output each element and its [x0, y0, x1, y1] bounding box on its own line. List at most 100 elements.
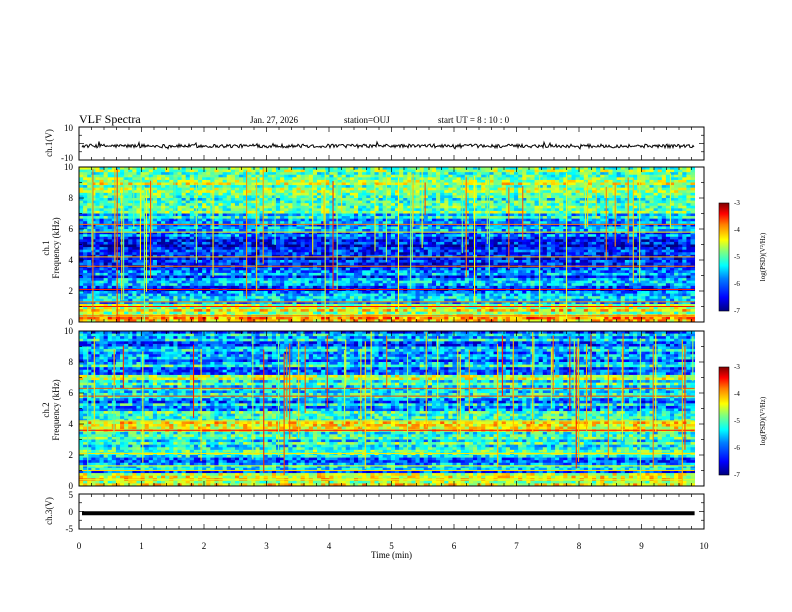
- spectrogram-cell: [99, 210, 105, 214]
- spectrogram-cell: [177, 241, 182, 245]
- spectrogram-cell: [395, 172, 400, 176]
- spectrogram-cell: [263, 177, 269, 181]
- spectrogram-cell: [353, 182, 359, 186]
- spectrogram-cell: [218, 278, 224, 282]
- spectrogram-cell: [152, 223, 158, 227]
- spectrogram-cell: [234, 254, 240, 258]
- spectrogram-cell: [103, 218, 109, 222]
- spectrogram-cell: [317, 172, 322, 176]
- spectrogram-cell: [292, 311, 297, 315]
- spectrogram-cell: [271, 221, 277, 225]
- spectrogram-cell: [206, 316, 211, 320]
- spectrogram-cell: [206, 218, 211, 222]
- spectrogram-cell: [407, 198, 412, 201]
- spectrogram-cell: [304, 249, 310, 253]
- spectrogram-cell: [329, 257, 334, 261]
- spectrogram-cell: [173, 257, 178, 261]
- spectrogram-cell: [382, 316, 388, 320]
- spectrogram-cell: [382, 187, 388, 191]
- spectrogram-cell: [132, 311, 137, 315]
- spectrogram-cell: [87, 241, 92, 245]
- spectrogram-cell: [395, 174, 400, 178]
- spectrogram-cell: [239, 262, 244, 266]
- spectrogram-cell: [259, 306, 265, 310]
- spectrogram-cell: [345, 301, 351, 305]
- spectrogram-cell: [87, 229, 92, 232]
- spectrogram-cell: [234, 223, 240, 227]
- spectrogram-cell: [156, 213, 162, 217]
- spectrogram-cell: [407, 267, 412, 271]
- spectrogram-cell: [87, 249, 92, 253]
- spectrogram-cell: [181, 311, 187, 315]
- spectrogram-cell: [185, 260, 191, 263]
- spectrogram-cell: [251, 298, 256, 302]
- spectrogram-cell: [325, 306, 330, 310]
- spectrogram-cell: [156, 267, 162, 271]
- spectrogram-cell: [169, 303, 174, 307]
- spectrogram-cell: [91, 275, 96, 279]
- spectrogram-cell: [202, 319, 207, 322]
- spectrogram-cell: [111, 200, 117, 204]
- spectrogram-cell: [370, 198, 375, 201]
- spectrogram-cell: [243, 210, 248, 214]
- spectrogram-cell: [296, 254, 302, 258]
- spectrogram-cell: [103, 296, 109, 300]
- spectrogram-cell: [312, 200, 318, 204]
- spectrogram-cell: [140, 229, 146, 232]
- spectrogram-cell: [345, 236, 351, 240]
- spectrogram-cell: [353, 234, 359, 238]
- spectrogram-cell: [321, 167, 326, 170]
- spectrogram-cell: [95, 223, 100, 227]
- spectrogram-cell: [284, 285, 289, 289]
- spectrogram-cell: [83, 247, 88, 251]
- spectrogram-cell: [271, 192, 277, 196]
- spectrogram-cell: [382, 192, 388, 196]
- spectrogram-cell: [230, 275, 236, 279]
- spectrogram-cell: [296, 291, 302, 294]
- spectrogram-cell: [140, 236, 146, 240]
- spectrogram-cell: [321, 177, 326, 181]
- spectrogram-cell: [292, 306, 297, 310]
- spectrogram-cell: [202, 262, 207, 266]
- spectrogram-cell: [218, 169, 224, 173]
- spectrogram-cell: [132, 254, 137, 258]
- spectrogram-cell: [226, 213, 232, 217]
- spectrogram-cell: [95, 172, 100, 176]
- spectrogram-cell: [280, 216, 285, 220]
- spectrogram-cell: [370, 192, 375, 196]
- spectrogram-cell: [124, 252, 129, 256]
- spectrogram-cell: [148, 174, 154, 178]
- spectrogram-cell: [124, 213, 129, 217]
- spectrogram-cell: [161, 257, 166, 261]
- spectrogram-cell: [128, 200, 133, 204]
- spectrogram-cell: [399, 231, 404, 235]
- spectrogram-cell: [386, 223, 392, 227]
- spectrogram-cell: [214, 260, 219, 263]
- spectrogram-cell: [239, 298, 244, 302]
- spectrogram-cell: [95, 260, 100, 263]
- spectrogram-cell: [222, 272, 228, 276]
- spectrogram-cell: [337, 296, 343, 300]
- spectrogram-cell: [263, 203, 269, 207]
- spectrogram-cell: [185, 239, 191, 243]
- spectrogram-cell: [378, 309, 384, 313]
- spectrogram-cell: [222, 262, 228, 266]
- spectrogram-cell: [91, 270, 96, 274]
- spectrogram-cell: [136, 169, 141, 173]
- spectrogram-cell: [230, 187, 236, 191]
- spectrogram-cell: [325, 226, 330, 230]
- spectrogram-cell: [267, 216, 273, 220]
- spectrogram-cell: [214, 311, 219, 315]
- spectrogram-cell: [382, 280, 388, 284]
- spectrogram-cell: [181, 174, 187, 178]
- spectrogram-cell: [226, 200, 232, 204]
- spectrogram-cell: [403, 231, 408, 235]
- spectrogram-cell: [403, 301, 408, 305]
- spectrogram-cell: [325, 241, 330, 245]
- spectrogram-cell: [255, 229, 260, 232]
- spectrogram-cell: [403, 192, 408, 196]
- spectrogram-cell: [189, 221, 195, 225]
- spectrogram-cell: [95, 301, 100, 305]
- spectrogram-cell: [87, 177, 92, 181]
- spectrogram-cell: [107, 221, 113, 225]
